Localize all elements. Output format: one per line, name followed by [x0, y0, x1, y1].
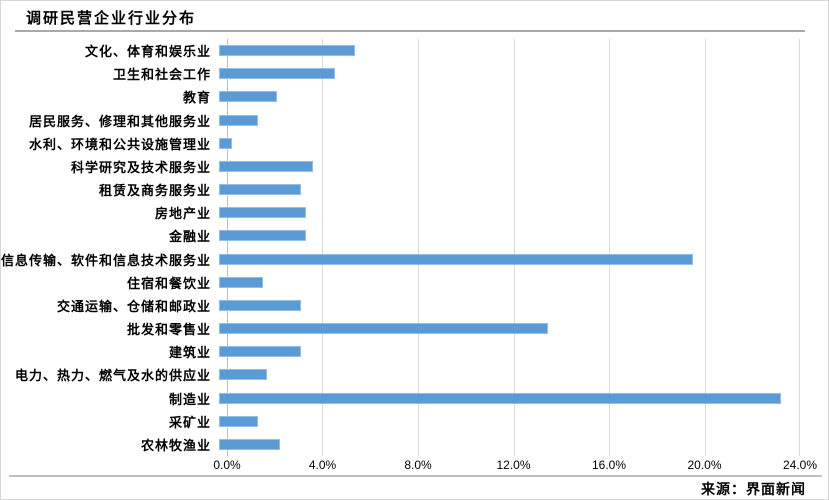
bar	[219, 392, 781, 404]
chart-row: 金融业	[1, 224, 800, 247]
bar-track	[219, 415, 800, 427]
gridline	[704, 39, 706, 456]
category-label: 交通运输、仓储和邮政业	[56, 298, 211, 314]
chart-row: 教育	[1, 85, 800, 108]
chart-row: 批发和零售业	[1, 317, 800, 340]
chart-row: 信息传输、软件和信息技术服务业	[1, 248, 800, 271]
chart-row: 电力、热力、燃气及水的供应业	[1, 363, 800, 386]
bar	[219, 137, 233, 149]
bar-track	[219, 45, 800, 57]
bar	[219, 369, 268, 381]
bar-chart: 文化、体育和娱乐业卫生和社会工作教育居民服务、修理和其他服务业 水利、环境和公共设…	[1, 39, 800, 456]
category-label: 居民服务、修理和其他服务业	[28, 113, 211, 129]
category-label: 科学研究及技术服务业	[70, 159, 211, 175]
x-tick-label: 0.0%	[213, 458, 241, 472]
y-axis-line	[227, 39, 228, 456]
chart-title: 调研民营企业行业分布	[26, 11, 197, 27]
chart-row: 卫生和社会工作	[1, 62, 800, 85]
bar	[219, 68, 336, 80]
chart-row: 住宿和餐饮业	[1, 271, 800, 294]
chart-row: 制造业	[1, 387, 800, 410]
bar-track	[219, 439, 800, 450]
bar	[219, 45, 355, 57]
category-label: 租赁及商务服务业	[98, 183, 211, 199]
bar	[219, 299, 302, 311]
bar-track	[219, 230, 800, 242]
x-tick-label: 12.0%	[496, 458, 531, 472]
category-label: 农林牧渔业	[140, 438, 211, 453]
bar	[219, 253, 694, 265]
bar	[219, 415, 258, 427]
bar	[219, 276, 263, 288]
gridline	[417, 39, 419, 456]
gridline	[513, 39, 515, 456]
chart-row: 农林牧渔业	[1, 433, 800, 456]
bar	[219, 439, 280, 450]
bar	[219, 230, 307, 242]
bottom-divider	[9, 475, 822, 477]
bar	[219, 184, 302, 196]
chart-row: 租赁及商务服务业	[1, 178, 800, 201]
category-label: 电力、热力、燃气及水的供应业	[14, 368, 211, 384]
chart-row: 采矿业	[1, 410, 800, 433]
bar	[219, 91, 278, 103]
bar-track	[219, 253, 800, 265]
bar-track	[219, 184, 800, 196]
x-tick-label: 8.0%	[404, 458, 432, 472]
chart-rows: 文化、体育和娱乐业卫生和社会工作教育居民服务、修理和其他服务业 水利、环境和公共设…	[1, 39, 800, 456]
category-label: 制造业	[168, 391, 211, 407]
bar	[219, 207, 307, 219]
x-tick-label: 4.0%	[308, 458, 337, 472]
x-axis: 0.0% 4.0% 8.0% 12.0% 16.0% 20.0% 24.0%	[213, 458, 817, 473]
chart-row: 居民服务、修理和其他服务业	[1, 109, 800, 132]
bar-track	[219, 369, 800, 381]
category-label: 水利、环境和公共设施管理业	[28, 136, 211, 152]
bar-track	[219, 392, 800, 404]
title-divider	[15, 30, 805, 32]
category-label: 房地产业	[154, 206, 211, 222]
category-label: 建筑业	[168, 345, 211, 361]
bar-track	[219, 91, 800, 103]
bar-track	[219, 207, 800, 219]
gridlines	[227, 39, 800, 456]
category-label: 文化、体育和娱乐业	[84, 44, 211, 60]
chart-row: 科学研究及技术服务业	[1, 155, 800, 178]
bar-track	[219, 68, 800, 80]
x-tick-label: 16.0%	[591, 458, 627, 472]
bar-track	[219, 299, 800, 311]
category-label: 住宿和餐饮业	[126, 275, 211, 291]
x-tick-label: 24.0%	[782, 458, 818, 472]
category-label: 批发和零售业	[126, 322, 211, 338]
bar-track	[219, 114, 800, 126]
bar-track	[219, 137, 800, 149]
chart-row: 水利、环境和公共设施管理业	[1, 132, 800, 155]
bar-track	[219, 276, 800, 288]
bar	[219, 346, 302, 358]
bar	[219, 114, 258, 126]
category-label: 采矿业	[168, 414, 211, 430]
bar-track	[219, 160, 800, 172]
chart-row: 房地产业	[1, 201, 800, 224]
category-label: 信息传输、软件和信息技术服务业	[1, 252, 212, 268]
gridline	[799, 39, 800, 456]
category-label: 教育	[182, 90, 211, 106]
bar-track	[219, 346, 800, 358]
category-label: 金融业	[168, 229, 211, 245]
bar	[219, 323, 549, 335]
bar	[219, 160, 314, 172]
chart-row: 文化、体育和娱乐业	[1, 39, 800, 62]
gridline	[322, 39, 324, 456]
bar-track	[219, 323, 800, 335]
gridline	[608, 39, 610, 456]
chart-row: 交通运输、仓储和邮政业	[1, 294, 800, 317]
chart-row: 建筑业	[1, 340, 800, 363]
source-credit: 来源：界面新闻	[701, 483, 806, 498]
category-label: 卫生和社会工作	[112, 67, 211, 83]
x-tick-label: 20.0%	[687, 458, 722, 472]
